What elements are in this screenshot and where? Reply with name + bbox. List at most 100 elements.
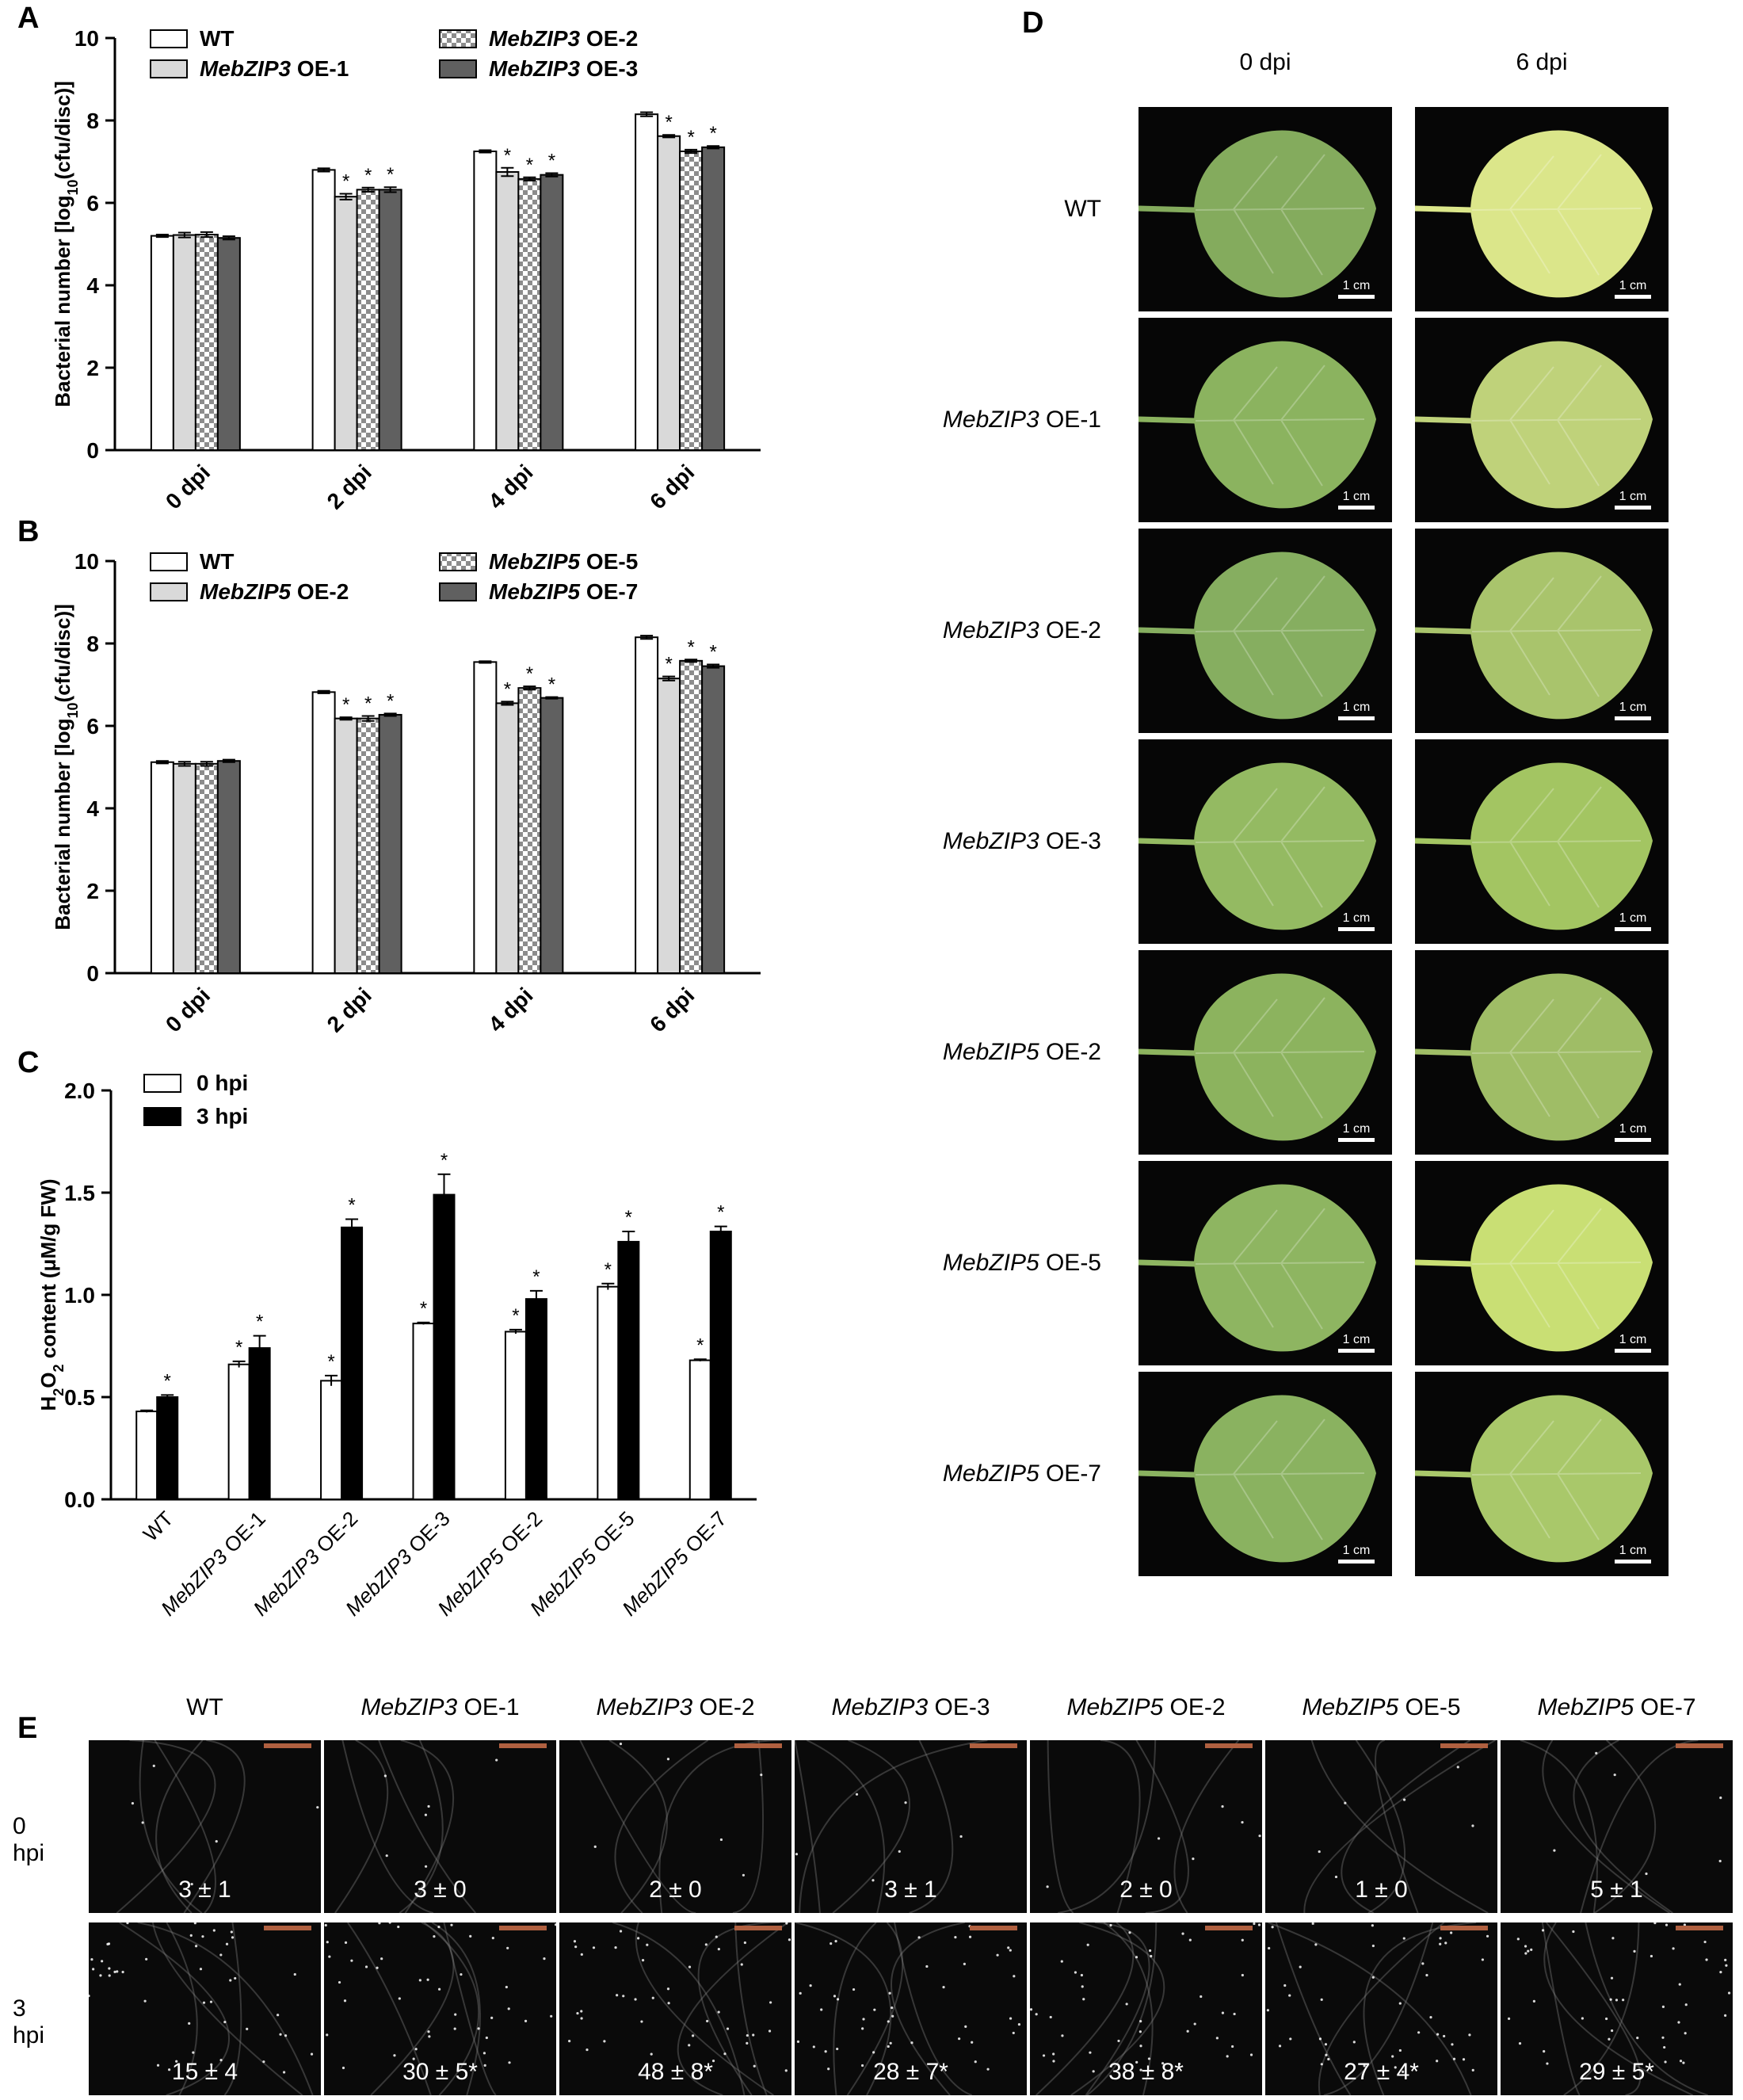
fluorescent-dot	[1181, 1932, 1184, 1935]
fluorescent-dot	[891, 2006, 894, 2010]
fluorescent-dot	[666, 1758, 670, 1761]
micrograph-texture	[324, 1922, 556, 2095]
chart-b-ytick-label: 8	[86, 632, 99, 656]
fluorescent-dot	[740, 1963, 743, 1966]
scale-bar: 1 cm	[1338, 911, 1375, 931]
fluorescent-dot	[1013, 1975, 1016, 1978]
fluorescent-dot	[1609, 1998, 1612, 2001]
scale-bar-label: 1 cm	[1342, 701, 1371, 714]
fluorescent-dot	[393, 2054, 396, 2057]
fluorescent-dot	[143, 1999, 147, 2003]
fluorescent-dot	[1049, 2015, 1052, 2019]
chart-b-bar	[216, 760, 241, 974]
leaf-icon	[1415, 762, 1653, 930]
fluorescent-dot	[1371, 1976, 1375, 1979]
fluorescent-dot	[1042, 2054, 1046, 2057]
leaf-vein-trace	[400, 1740, 455, 1913]
micrograph-texture	[1046, 1740, 1261, 1913]
micrograph-count: 2 ± 0	[649, 1877, 702, 1903]
fluorescent-dot	[576, 2011, 579, 2015]
micrograph: 28 ± 7*	[795, 1922, 1027, 2095]
scale-bar-line	[1338, 1560, 1375, 1564]
chart-c-bar	[524, 1298, 547, 1500]
micrograph-count: 5 ± 1	[1590, 1877, 1643, 1903]
fluorescent-dot	[1595, 1751, 1598, 1754]
chart-c-bar	[688, 1359, 711, 1500]
leaf-vein-trace	[795, 1922, 892, 2095]
fluorescent-dot	[788, 1938, 791, 1942]
leaf-vein-trace	[891, 1922, 965, 2095]
chart-a-bar	[356, 189, 380, 452]
fluorescent-dot	[1299, 1965, 1302, 1968]
fluorescent-dot	[412, 2057, 415, 2060]
fluorescent-dot	[1089, 2051, 1092, 2054]
fluorescent-dot	[704, 1943, 707, 1946]
fluorescent-dot	[809, 1984, 812, 1987]
fluorescent-dot	[746, 2041, 749, 2045]
fluorescent-dot	[1679, 2060, 1683, 2063]
micrograph-scale-bar	[734, 1743, 782, 1748]
micrograph-count: 2 ± 0	[1119, 1877, 1173, 1903]
chart-b-ytick-label: 10	[74, 549, 99, 574]
fluorescent-dot	[872, 1879, 875, 1882]
micrograph-texture	[89, 1922, 314, 2095]
chart-b-bar	[194, 762, 219, 974]
fluorescent-dot	[796, 2040, 800, 2044]
leaf-vein-trace	[1520, 1740, 1598, 1913]
chart-a-ytick-label: 0	[86, 438, 99, 463]
chart-a-xtick-label: 0 dpi	[161, 460, 215, 514]
fluorescent-dot	[433, 1934, 436, 1938]
fluorescent-dot	[1532, 1999, 1535, 2003]
micrograph: 3 ± 1	[795, 1740, 1027, 1913]
fluorescent-dot	[592, 1946, 596, 1949]
fluorescent-dot	[490, 2016, 494, 2019]
fluorescent-dot	[99, 1974, 102, 1977]
scale-bar-label: 1 cm	[1342, 1333, 1371, 1346]
panel-d-column-header: 6 dpi	[1516, 49, 1568, 75]
fluorescent-dot	[1394, 2066, 1397, 2069]
fluorescent-dot	[614, 1946, 617, 1949]
fluorescent-dot	[1082, 1998, 1085, 2001]
leaf-stem	[1415, 627, 1473, 635]
chart-a-significance-mark: *	[687, 127, 694, 148]
fluorescent-dot	[580, 2017, 583, 2020]
fluorescent-dot	[963, 1962, 966, 1965]
fluorescent-dot	[424, 1865, 428, 1868]
leaf-stem	[1138, 627, 1196, 635]
fluorescent-dot	[887, 2020, 890, 2023]
micrograph-count: 29 ± 5*	[1579, 2059, 1654, 2085]
fluorescent-dot	[168, 2068, 171, 2071]
chart-b-bar	[635, 636, 659, 974]
fluorescent-dot	[861, 2027, 864, 2030]
fluorescent-dot	[1249, 2053, 1253, 2056]
leaf-vein-trace	[846, 1922, 904, 2095]
leaf-blade	[1194, 762, 1376, 930]
leaf-vein-trace	[1363, 1922, 1477, 2095]
fluorescent-dot	[508, 2061, 511, 2064]
fluorescent-dot	[324, 1923, 327, 1927]
chart-c-significance-mark: *	[420, 1298, 427, 1319]
scale-bar-line	[1338, 506, 1375, 510]
panel-letter-e: E	[17, 1712, 38, 1745]
fluorescent-dot	[1061, 2034, 1064, 2037]
scale-bar: 1 cm	[1338, 1333, 1375, 1353]
chart-a-bar	[216, 237, 241, 451]
scale-bar: 1 cm	[1338, 490, 1375, 510]
leaf-icon	[1415, 1395, 1653, 1563]
scale-bar: 1 cm	[1338, 279, 1375, 299]
micrograph-texture	[795, 1740, 988, 1913]
fluorescent-dot	[121, 1970, 124, 1974]
chart-b-bar	[334, 717, 358, 974]
micrograph-scale-bar	[734, 1926, 782, 1930]
chart-c-bar	[248, 1347, 271, 1500]
fluorescent-dot	[1135, 1956, 1138, 1959]
micrograph: 2 ± 0	[559, 1740, 791, 1913]
chart-b-legend-label: MebZIP5 OE-7	[489, 579, 638, 604]
panel-e-column-header: MebZIP5 OE-2	[1066, 1694, 1226, 1720]
scale-bar: 1 cm	[1615, 1333, 1651, 1353]
fluorescent-dot	[453, 2027, 456, 2030]
leaf-icon	[1138, 552, 1376, 720]
micrograph-scale-bar	[1205, 1926, 1253, 1930]
chart-a-xtick-label: 4 dpi	[483, 460, 537, 514]
scale-bar: 1 cm	[1615, 279, 1651, 299]
